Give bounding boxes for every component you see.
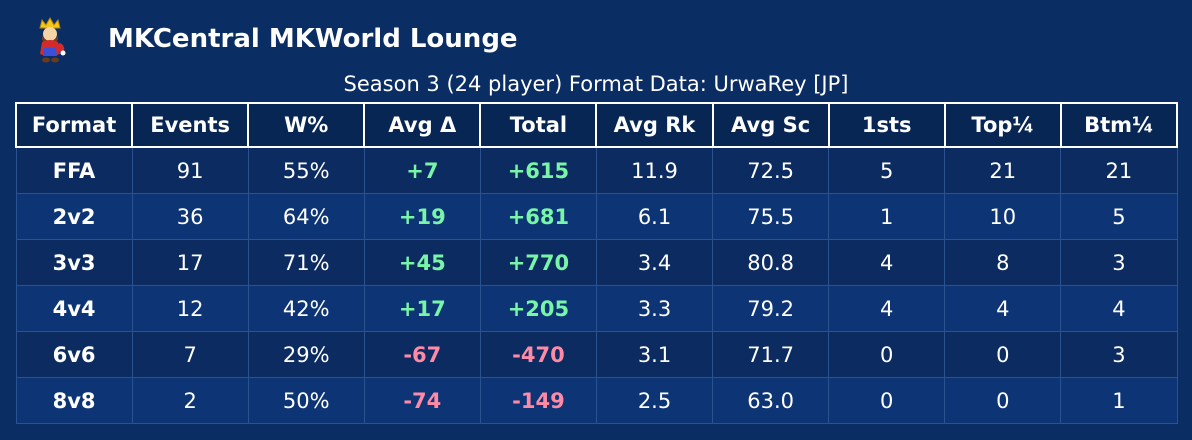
page-subtitle: Season 3 (24 player) Format Data: UrwaRe… — [343, 72, 849, 96]
column-header-avg-delta: Avg Δ — [363, 102, 482, 148]
cell-top-quarter: 0 — [944, 331, 1062, 378]
cell-firsts: 4 — [828, 239, 946, 286]
cell-events: 12 — [131, 285, 249, 332]
cell-avg-delta: +7 — [363, 146, 481, 194]
cell-bottom-quarter: 21 — [1060, 146, 1178, 194]
cell-avg-delta: -74 — [363, 377, 481, 424]
column-header-firsts: 1sts — [827, 102, 946, 148]
column-header-win-pct: W% — [247, 102, 366, 148]
column-header-events: Events — [131, 102, 250, 148]
cell-avg-rank: 2.5 — [595, 377, 714, 424]
cell-firsts: 5 — [828, 146, 946, 194]
cell-avg-rank: 11.9 — [595, 146, 714, 194]
cell-top-quarter: 10 — [944, 193, 1062, 240]
table-row: 2v2 36 64% +19 +681 6.1 75.5 1 10 5 — [15, 193, 1178, 240]
table-row: 4v4 12 42% +17 +205 3.3 79.2 4 4 4 — [15, 285, 1178, 332]
cell-win-pct: 50% — [247, 377, 365, 424]
cell-avg-rank: 3.3 — [595, 285, 714, 332]
header: MKCentral MKWorld Lounge — [0, 0, 1192, 72]
cell-avg-score: 63.0 — [712, 377, 830, 424]
cell-events: 91 — [131, 146, 249, 194]
cell-format: 6v6 — [15, 331, 133, 378]
cell-avg-rank: 3.4 — [595, 239, 714, 286]
cell-events: 7 — [131, 331, 249, 378]
cell-avg-score: 80.8 — [712, 239, 830, 286]
cell-firsts: 0 — [828, 331, 946, 378]
cell-bottom-quarter: 3 — [1060, 331, 1178, 378]
cell-avg-score: 71.7 — [712, 331, 830, 378]
cell-format: 2v2 — [15, 193, 133, 240]
cell-total: -149 — [479, 377, 597, 424]
cell-avg-score: 72.5 — [712, 146, 830, 194]
cell-avg-rank: 3.1 — [595, 331, 714, 378]
table-header-row: Format Events W% Avg Δ Total Avg Rk Avg … — [14, 102, 1179, 148]
cell-avg-rank: 6.1 — [595, 193, 714, 240]
cell-firsts: 1 — [828, 193, 946, 240]
cell-events: 2 — [131, 377, 249, 424]
cell-win-pct: 55% — [247, 146, 365, 194]
cell-events: 36 — [131, 193, 249, 240]
cell-bottom-quarter: 5 — [1060, 193, 1178, 240]
cell-total: +770 — [479, 239, 597, 286]
cell-avg-delta: -67 — [363, 331, 481, 378]
cell-avg-delta: +17 — [363, 285, 481, 332]
cell-top-quarter: 8 — [944, 239, 1062, 286]
cell-format: 8v8 — [15, 377, 133, 424]
cell-win-pct: 71% — [247, 239, 365, 286]
cell-total: -470 — [479, 331, 597, 378]
cell-bottom-quarter: 4 — [1060, 285, 1178, 332]
cell-bottom-quarter: 3 — [1060, 239, 1178, 286]
cell-format: 4v4 — [15, 285, 133, 332]
column-header-format: Format — [14, 102, 134, 148]
column-header-avg-rank: Avg Rk — [595, 102, 714, 148]
cell-avg-score: 75.5 — [712, 193, 830, 240]
cell-top-quarter: 21 — [944, 146, 1062, 194]
cell-avg-score: 79.2 — [712, 285, 830, 332]
cell-top-quarter: 4 — [944, 285, 1062, 332]
cell-total: +615 — [479, 146, 597, 194]
cell-total: +205 — [479, 285, 597, 332]
table-row: 3v3 17 71% +45 +770 3.4 80.8 4 8 3 — [15, 239, 1178, 286]
cell-avg-delta: +19 — [363, 193, 481, 240]
cell-firsts: 4 — [828, 285, 946, 332]
cell-avg-delta: +45 — [363, 239, 481, 286]
cell-win-pct: 42% — [247, 285, 365, 332]
table-row: 8v8 2 50% -74 -149 2.5 63.0 0 0 1 — [15, 377, 1178, 424]
cell-win-pct: 64% — [247, 193, 365, 240]
column-header-top-quarter: Top¼ — [943, 102, 1062, 148]
column-header-avg-score: Avg Sc — [711, 102, 830, 148]
table-row: 6v6 7 29% -67 -470 3.1 71.7 0 0 3 — [15, 331, 1178, 378]
cell-win-pct: 29% — [247, 331, 365, 378]
mario-character-icon — [30, 16, 70, 64]
table-row: FFA 91 55% +7 +615 11.9 72.5 5 21 21 — [15, 146, 1178, 194]
app-title: MKCentral MKWorld Lounge — [108, 24, 518, 54]
cell-format: FFA — [15, 146, 133, 194]
column-header-bottom-quarter: Btm¼ — [1059, 102, 1179, 148]
cell-firsts: 0 — [828, 377, 946, 424]
cell-format: 3v3 — [15, 239, 133, 286]
cell-events: 17 — [131, 239, 249, 286]
cell-total: +681 — [479, 193, 597, 240]
column-header-total: Total — [479, 102, 598, 148]
format-stats-table: Format Events W% Avg Δ Total Avg Rk Avg … — [14, 102, 1179, 424]
cell-bottom-quarter: 1 — [1060, 377, 1178, 424]
cell-top-quarter: 0 — [944, 377, 1062, 424]
